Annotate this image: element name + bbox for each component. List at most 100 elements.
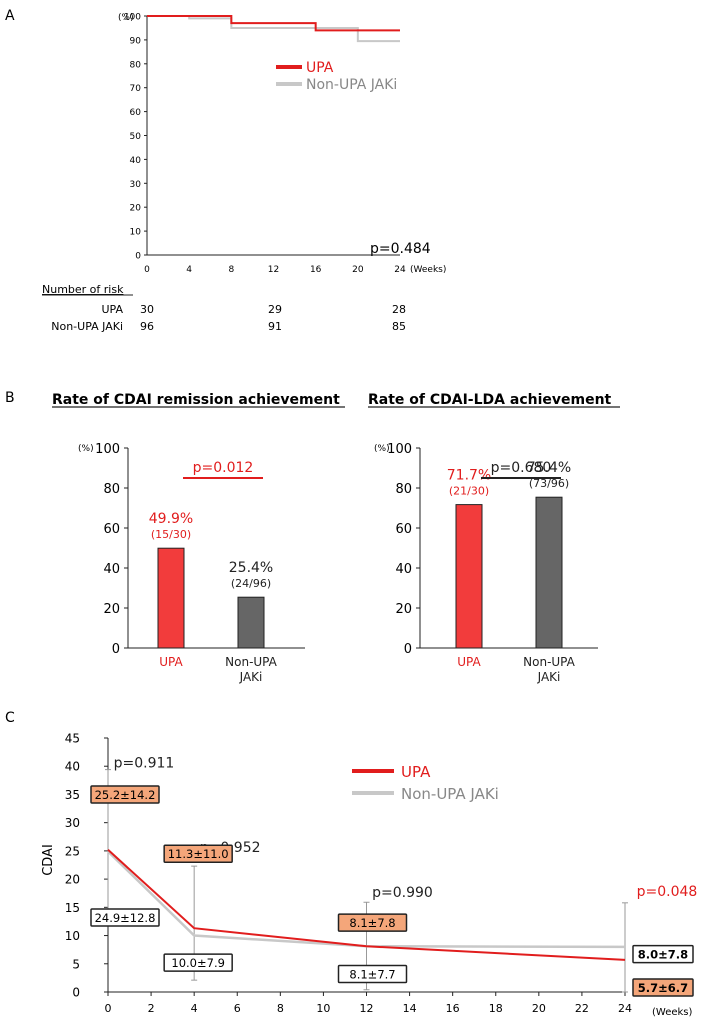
value-box-frame xyxy=(632,978,694,997)
panel-c-label: C xyxy=(5,710,15,726)
panel-a-p-value: p=0.484 xyxy=(370,241,431,257)
panel-b-label: B xyxy=(5,390,15,406)
bar-chart-remission: 0 20 40 60 80 100 49.9%(15/30) UPA 25.4%(24/96) N… xyxy=(95,442,305,684)
a-y-tick-label: 70 xyxy=(130,84,142,94)
legend-a-non-upa-label: Non-UPA JAKi xyxy=(306,77,397,93)
a-y-tick-label: 80 xyxy=(130,60,142,70)
c-p-value: p=0.048 xyxy=(637,884,698,900)
panel-a-label: A xyxy=(5,8,15,24)
survival-chart: 0 10 20 30 40 50 60 70 80 90 100 0 4 8 12 16 20 24 xyxy=(124,13,406,276)
value-box-frame xyxy=(337,913,408,932)
risk-row-non-upa-v0: 96 xyxy=(140,320,154,333)
bar-category-label: JAKi xyxy=(537,670,561,684)
b-y-tick-label: 100 xyxy=(387,442,412,457)
value-box-text: 8.1±7.8 xyxy=(349,916,395,930)
bar-count-label: (21/30) xyxy=(449,485,489,498)
panel-a-x-unit: (Weeks) xyxy=(410,265,446,275)
a-y-tick-label: 30 xyxy=(130,180,142,190)
bar-count-label: (15/30) xyxy=(151,528,191,541)
c-x-tick-label: 6 xyxy=(234,1002,241,1015)
bar-category-label: JAKi xyxy=(239,670,263,684)
upa-value-box: 8.1±7.8 xyxy=(337,913,408,932)
a-x-tick-label: 20 xyxy=(352,265,364,275)
c-series-upa xyxy=(107,849,626,961)
bar-upa xyxy=(157,547,185,649)
c-series-non-upa xyxy=(107,850,626,949)
risk-row-upa-label: UPA xyxy=(101,303,123,316)
c-x-tick-label: 0 xyxy=(105,1002,112,1015)
value-box-frame xyxy=(163,844,233,863)
b-y-tick-label: 60 xyxy=(103,522,120,537)
bar-category-label: UPA xyxy=(159,655,183,669)
bar-category-label: UPA xyxy=(457,655,481,669)
panel-c-x-unit: (Weeks) xyxy=(652,1007,693,1018)
risk-row-non-upa-label: Non-UPA JAKi xyxy=(51,320,123,333)
a-y-tick-label: 0 xyxy=(135,252,141,262)
panel-c-y-label: CDAI xyxy=(41,844,56,876)
value-box-text: 8.0±7.8 xyxy=(638,948,688,962)
bar-value-label: 71.7% xyxy=(447,468,491,484)
bar-category-label: Non-UPA xyxy=(225,655,278,669)
value-box-text: 5.7±6.7 xyxy=(638,981,688,995)
c-y-tick-label: 10 xyxy=(65,929,80,943)
value-box-frame xyxy=(163,953,233,972)
c-x-tick-label: 12 xyxy=(360,1002,374,1015)
non-upa-value-box: 10.0±7.9 xyxy=(163,953,233,972)
c-y-tick-label: 45 xyxy=(65,732,80,746)
b-y-tick-label: 0 xyxy=(404,642,412,657)
bar1-y-unit: (%) xyxy=(78,444,94,454)
a-x-tick-label: 4 xyxy=(186,265,192,275)
value-box-text: 11.3±11.0 xyxy=(168,847,229,861)
b-y-tick-label: 40 xyxy=(103,562,120,577)
b-y-tick-label: 20 xyxy=(395,602,412,617)
a-y-tick-label: 50 xyxy=(130,132,142,142)
a-series-non-upa xyxy=(147,15,400,43)
value-box-frame xyxy=(632,944,694,964)
c-x-tick-label: 18 xyxy=(489,1002,503,1015)
p-value-label: p=0.012 xyxy=(193,460,254,476)
risk-row-non-upa-v2: 85 xyxy=(392,320,406,333)
a-y-tick-label: 10 xyxy=(130,228,142,238)
a-x-tick-label: 24 xyxy=(394,265,406,275)
bar-value-label: 25.4% xyxy=(229,560,273,576)
c-x-tick-label: 20 xyxy=(532,1002,546,1015)
upa-value-box: 11.3±11.0 xyxy=(163,844,233,863)
legend-c-upa-label: UPA xyxy=(401,763,431,781)
risk-row-upa-v2: 28 xyxy=(392,303,406,316)
value-box-text: 10.0±7.9 xyxy=(171,956,225,970)
bar2-title: Rate of CDAI-LDA achievement xyxy=(368,392,612,408)
risk-row-upa-v1: 29 xyxy=(268,303,282,316)
a-x-tick-label: 0 xyxy=(144,265,150,275)
b-y-tick-label: 0 xyxy=(112,642,120,657)
bar-non-upa xyxy=(535,496,563,649)
c-x-tick-label: 4 xyxy=(191,1002,198,1015)
bar-upa xyxy=(455,504,483,649)
risk-row-non-upa-v1: 91 xyxy=(268,320,282,333)
risk-table-header: Number of risk xyxy=(42,283,124,296)
b-y-tick-label: 80 xyxy=(395,482,412,497)
legend-a-upa-label: UPA xyxy=(306,60,334,76)
c-y-tick-label: 25 xyxy=(65,844,80,858)
bar2-y-unit: (%) xyxy=(374,444,390,454)
b-y-tick-label: 20 xyxy=(103,602,120,617)
bar-value-label: 49.9% xyxy=(149,511,193,527)
bar-value-label: 75.4% xyxy=(527,460,571,476)
bar-count-label: (24/96) xyxy=(231,577,271,590)
b-y-tick-label: 40 xyxy=(395,562,412,577)
a-y-tick-label: 90 xyxy=(130,36,142,46)
bar-category-label: Non-UPA xyxy=(523,655,576,669)
c-y-tick-label: 20 xyxy=(65,873,80,887)
p-value-label: p=0.680 xyxy=(491,460,552,476)
c-x-tick-label: 8 xyxy=(277,1002,284,1015)
value-box-text: 24.9±12.8 xyxy=(95,911,156,925)
b-y-tick-label: 100 xyxy=(95,442,120,457)
c-y-tick-label: 35 xyxy=(65,788,80,802)
c-x-tick-label: 2 xyxy=(148,1002,155,1015)
c-y-tick-label: 0 xyxy=(72,986,80,1000)
panel-a-y-unit: (%) xyxy=(118,13,134,23)
legend-c-non-upa-label: Non-UPA JAKi xyxy=(401,785,499,803)
a-y-tick-label: 100 xyxy=(124,13,141,23)
c-x-tick-label: 24 xyxy=(618,1002,632,1015)
b-y-tick-label: 80 xyxy=(103,482,120,497)
